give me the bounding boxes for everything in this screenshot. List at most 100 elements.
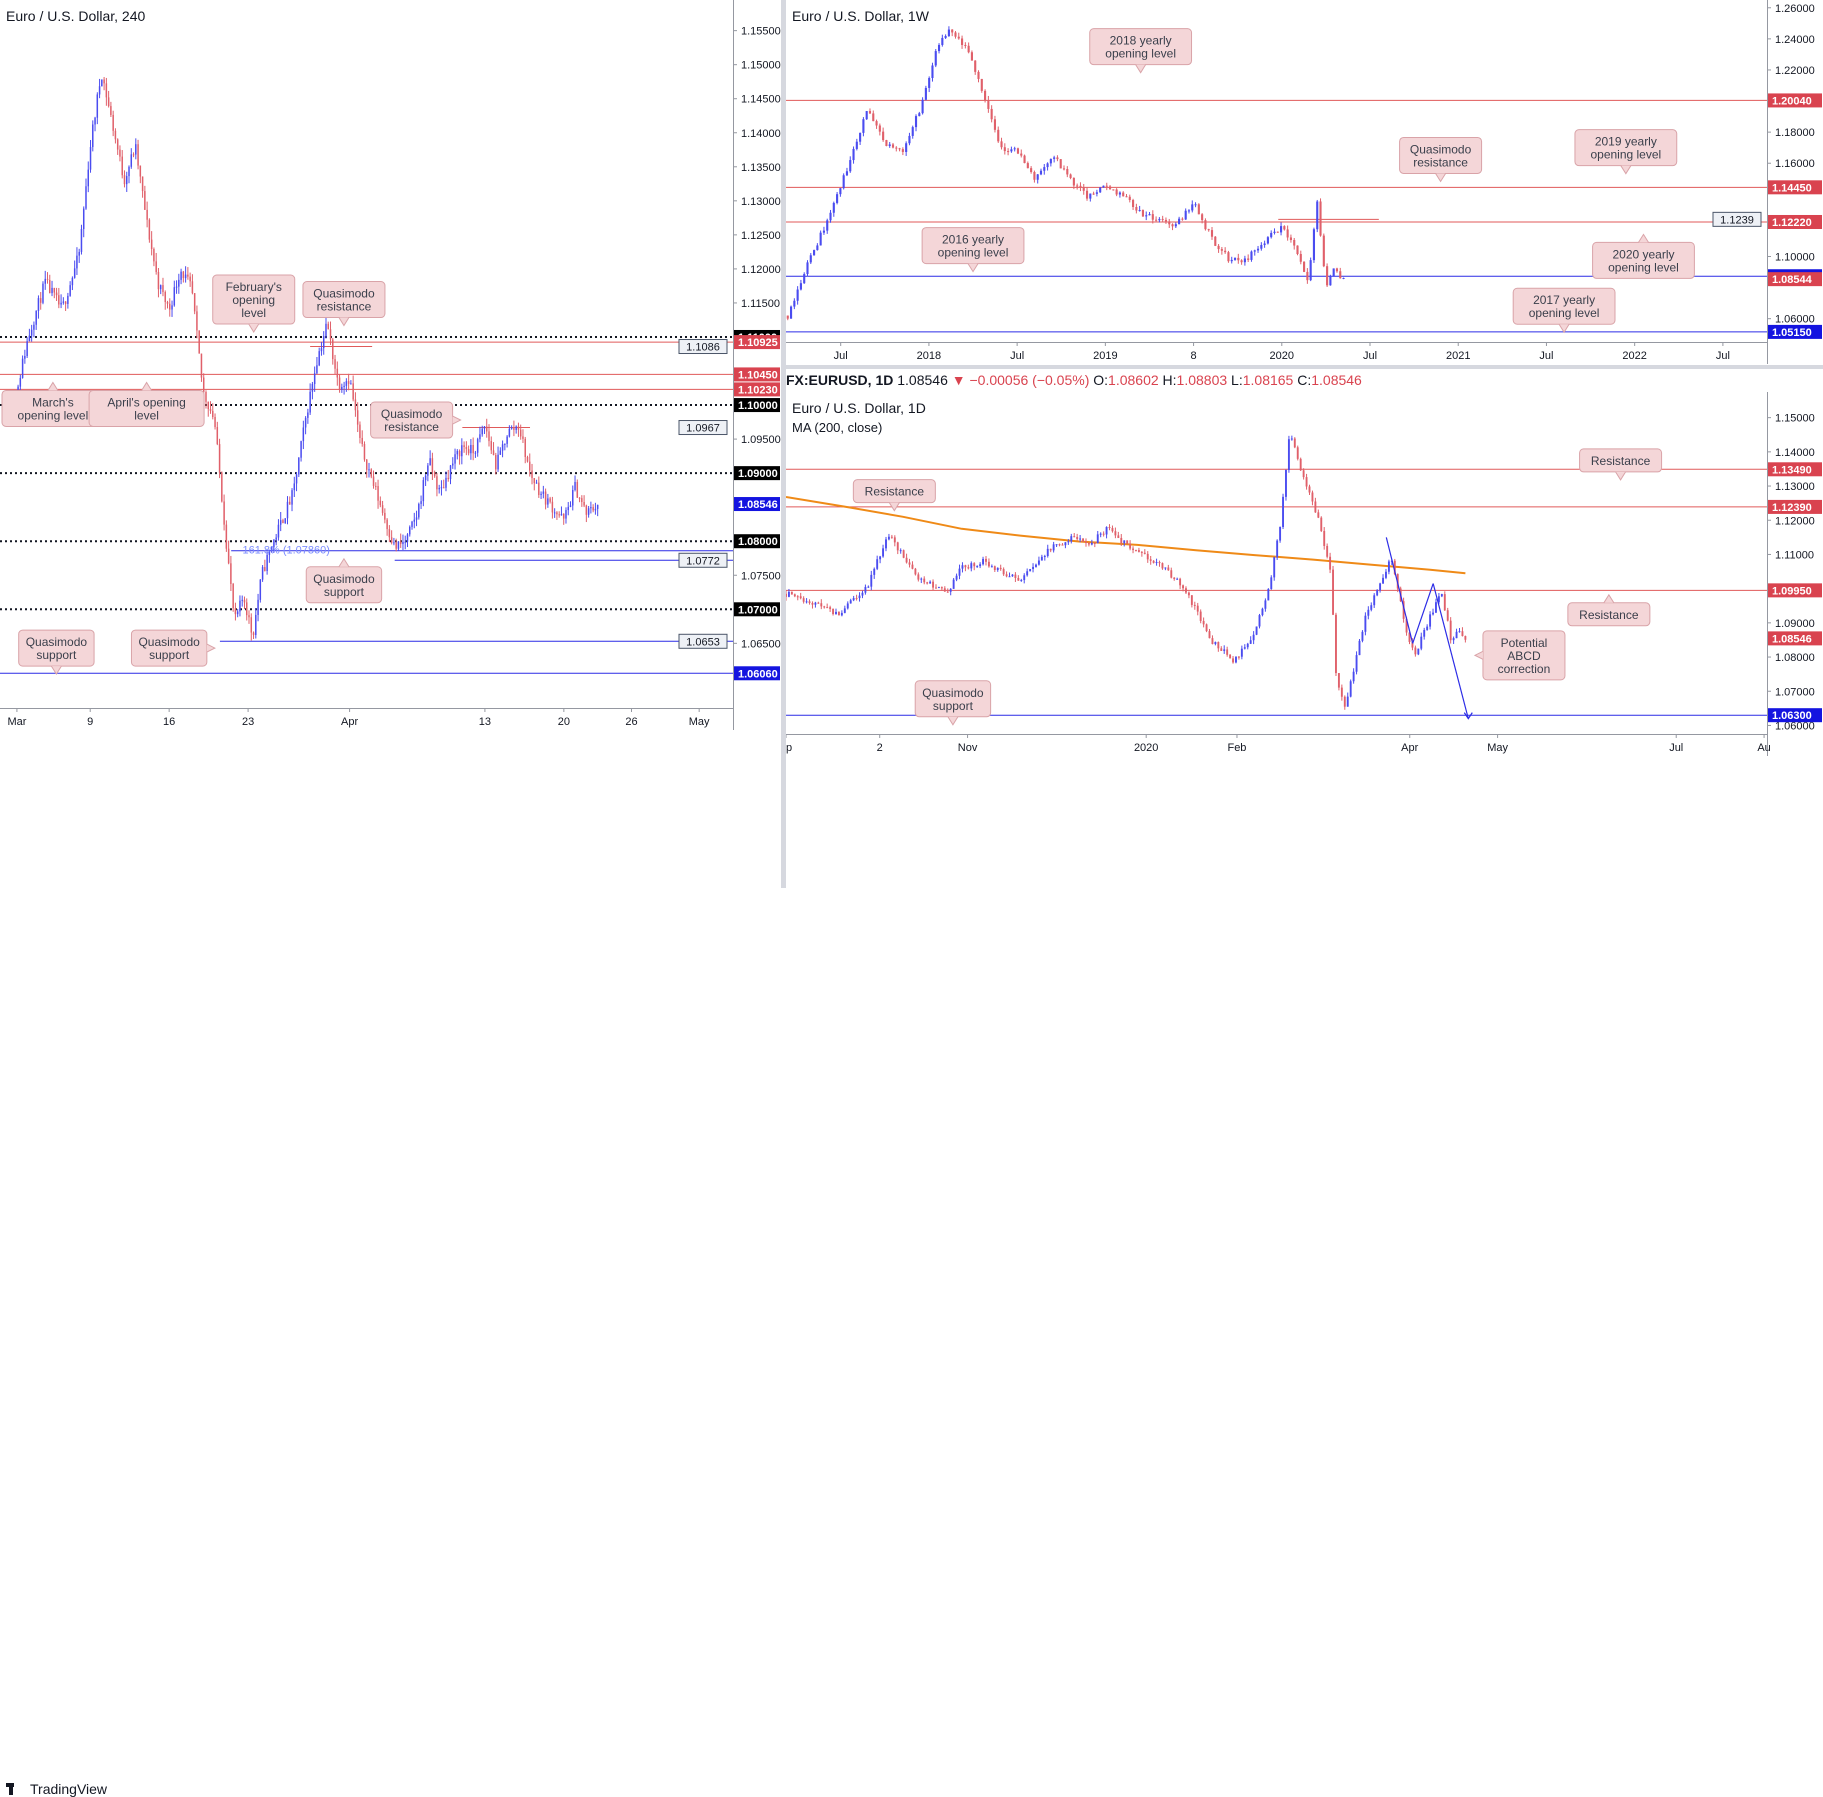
candle-body (908, 135, 911, 144)
candle-body (261, 567, 264, 580)
candle-body (239, 600, 241, 612)
candle-body (322, 336, 325, 349)
tradingview-logo[interactable]: TradingView (6, 1781, 107, 1797)
candle-body (1087, 543, 1090, 545)
candle-body (78, 251, 80, 256)
price-scale-tag-label: 1.08546 (1772, 633, 1812, 645)
candle-body (1082, 187, 1085, 191)
candle-body (270, 546, 273, 550)
candle-body (336, 368, 339, 378)
candle-body (268, 549, 271, 555)
candle-body (311, 384, 314, 392)
candle-body (1387, 561, 1390, 572)
candle-body (961, 38, 964, 45)
candle-body (465, 446, 468, 450)
candle-body (264, 567, 266, 571)
callout-text: 2019 yearly (1595, 135, 1657, 149)
callout-pointer-icon (50, 665, 62, 676)
candle-body (492, 450, 495, 456)
candle-body (458, 450, 461, 457)
x-tick-label: Jul (1716, 350, 1730, 362)
y-tick-label: 1.13000 (1775, 481, 1815, 493)
level-price-box-bg (678, 420, 728, 436)
callout-text: 2020 yearly (1612, 247, 1674, 261)
callout-text: 2018 yearly (1110, 34, 1172, 48)
price-scale-tag-bg (734, 367, 780, 382)
weekly-chart-panel[interactable]: 1.26000 1.24000 1.22000 1.18000 1.16000 1.100… (786, 0, 1823, 365)
candle-body (567, 506, 569, 511)
price-scale-tag-label: 1.09950 (1772, 585, 1812, 597)
y-tick-label: 1.15500 (741, 26, 781, 38)
candle-body (418, 503, 420, 518)
candle-body (558, 514, 560, 516)
candle-body (849, 160, 852, 172)
candle-body (1326, 545, 1329, 557)
candle-body (813, 250, 816, 256)
candle-body (295, 474, 298, 484)
candle-body (887, 536, 890, 540)
candle-body (1240, 648, 1243, 657)
candle-body (817, 602, 820, 604)
price-scale-tag: 1.06300 (1768, 708, 1822, 723)
candle-body (1085, 190, 1089, 199)
horizontal-divider[interactable] (786, 365, 1823, 369)
candle-body (1105, 185, 1108, 187)
callout-box (1579, 448, 1663, 473)
candle-body (1335, 614, 1337, 674)
candle-body (365, 459, 368, 470)
candle-body (1099, 187, 1102, 193)
candle-body (119, 149, 121, 157)
candle-body (513, 427, 515, 430)
candle-body (356, 410, 359, 425)
candle-body (1340, 687, 1343, 697)
candle-body (76, 255, 78, 269)
candle-body (976, 566, 979, 568)
daily-chart-panel[interactable]: 1.15000 1.14000 1.13000 1.12000 1.11000 1.090… (786, 392, 1823, 757)
candle-body (1461, 631, 1464, 637)
candle-body (870, 574, 873, 587)
y-tick-label: 1.15000 (741, 60, 781, 72)
candle-body (1079, 538, 1082, 540)
h4-chart-panel[interactable]: 1.15500 1.15000 1.14500 1.14000 1.13500 1.130… (0, 0, 781, 738)
candle-body (1214, 236, 1217, 246)
candle-body (1264, 600, 1267, 609)
candle-body (501, 444, 504, 451)
candle-body (1099, 533, 1102, 535)
candle-body (1414, 647, 1417, 655)
x-tick-label: 26 (625, 716, 637, 728)
callout-text: support (149, 648, 190, 662)
candle-body (112, 114, 114, 131)
candle-body (375, 485, 377, 487)
daily-chart[interactable]: 1.15000 1.14000 1.13000 1.12000 1.11000 1.090… (786, 392, 1823, 757)
candle-body (82, 208, 85, 230)
callout-text: level (241, 306, 266, 320)
candle-body (1123, 540, 1126, 544)
candle-body (1137, 550, 1140, 552)
candle-body (289, 501, 291, 505)
h4-chart[interactable]: 1.15500 1.15000 1.14500 1.14000 1.13500 1.130… (0, 0, 781, 738)
candle-body (490, 441, 493, 451)
candle-body (33, 324, 35, 330)
price-scale-tag-bg (1768, 583, 1822, 598)
candle-body (786, 593, 787, 597)
weekly-chart[interactable]: 1.26000 1.24000 1.22000 1.18000 1.16000 1.100… (786, 0, 1823, 365)
callout-pointer-icon (1135, 64, 1147, 74)
x-tick-label: Nov (958, 742, 978, 754)
candle-body (1322, 235, 1325, 267)
candle-body (888, 144, 891, 146)
candle-body (1309, 260, 1312, 281)
price-scale-tag-bg (734, 497, 780, 512)
candle-body (379, 500, 382, 506)
candle-body (872, 113, 875, 122)
candle-body (814, 602, 817, 605)
level-price-box-bg (1712, 211, 1762, 227)
candle-body (862, 119, 865, 133)
candle-body (955, 575, 958, 580)
candle-body (71, 277, 74, 286)
y-tick-label: 1.07000 (1775, 686, 1815, 698)
candle-body (982, 558, 985, 565)
vertical-divider[interactable] (781, 0, 786, 888)
candle-body (1319, 201, 1322, 236)
